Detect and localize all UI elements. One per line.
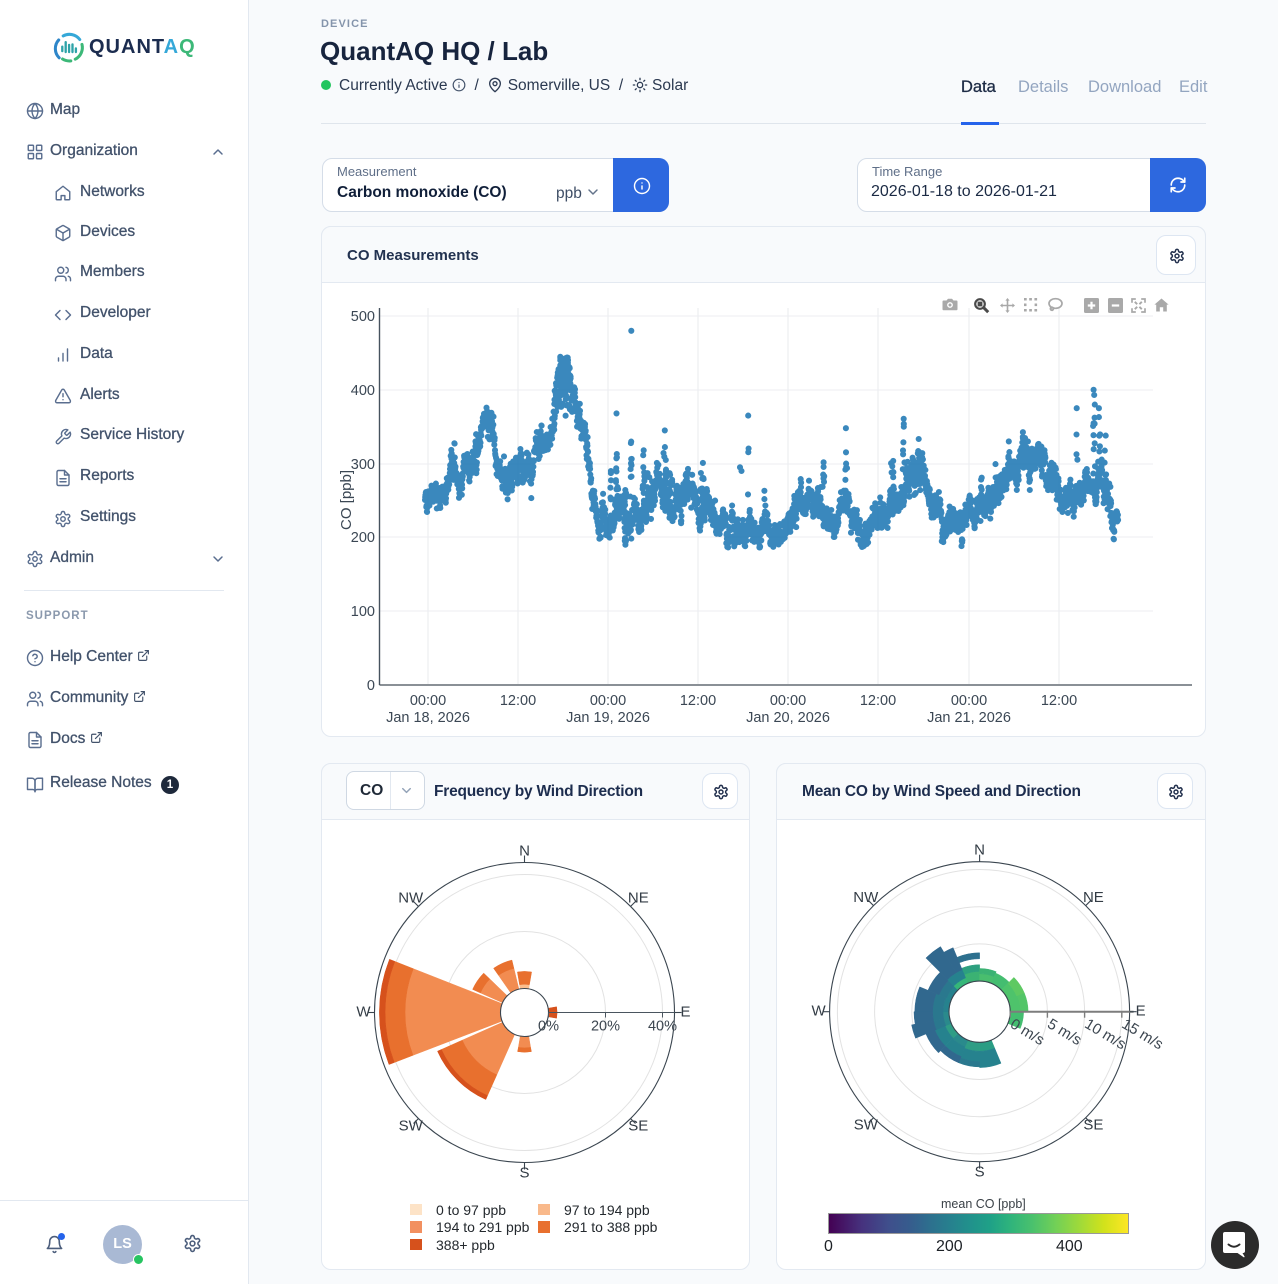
svg-text:40%: 40% [648,1019,677,1035]
svg-text:500: 500 [351,309,375,325]
svg-text:00:00: 00:00 [770,693,806,709]
svg-text:CO [ppb]: CO [ppb] [338,470,355,530]
svg-text:NE: NE [1083,889,1104,906]
svg-text:00:00: 00:00 [590,693,626,709]
svg-text:Jan 18, 2026: Jan 18, 2026 [386,710,470,726]
svg-text:12:00: 12:00 [860,693,896,709]
svg-text:SW: SW [399,1117,424,1134]
svg-text:Jan 20, 2026: Jan 20, 2026 [746,710,830,726]
svg-text:N: N [519,842,530,859]
svg-text:W: W [812,1003,827,1020]
svg-text:E: E [1136,1003,1146,1020]
svg-text:12:00: 12:00 [500,693,536,709]
svg-text:NE: NE [628,890,649,907]
svg-text:S: S [519,1164,529,1181]
svg-text:0%: 0% [538,1019,559,1035]
svg-text:NW: NW [398,890,424,907]
svg-text:5 m/s: 5 m/s [1044,1016,1084,1049]
svg-text:300: 300 [351,457,375,473]
svg-text:N: N [974,842,985,859]
svg-text:200: 200 [351,530,375,546]
svg-text:NW: NW [853,889,879,906]
svg-text:0 m/s: 0 m/s [1007,1016,1047,1049]
svg-text:SE: SE [628,1117,648,1134]
svg-text:12:00: 12:00 [1041,693,1077,709]
svg-text:W: W [356,1003,371,1020]
svg-text:SW: SW [854,1116,879,1133]
svg-text:E: E [680,1003,690,1020]
svg-text:00:00: 00:00 [951,693,987,709]
svg-text:15 m/s: 15 m/s [1119,1016,1166,1054]
svg-text:Jan 19, 2026: Jan 19, 2026 [566,710,650,726]
svg-text:12:00: 12:00 [680,693,716,709]
svg-text:Jan 21, 2026: Jan 21, 2026 [927,710,1011,726]
svg-text:20%: 20% [591,1019,620,1035]
svg-text:400: 400 [351,383,375,399]
svg-text:S: S [975,1164,985,1181]
svg-text:SE: SE [1083,1116,1103,1133]
svg-text:0: 0 [367,678,375,694]
svg-text:100: 100 [351,604,375,620]
svg-text:00:00: 00:00 [410,693,446,709]
